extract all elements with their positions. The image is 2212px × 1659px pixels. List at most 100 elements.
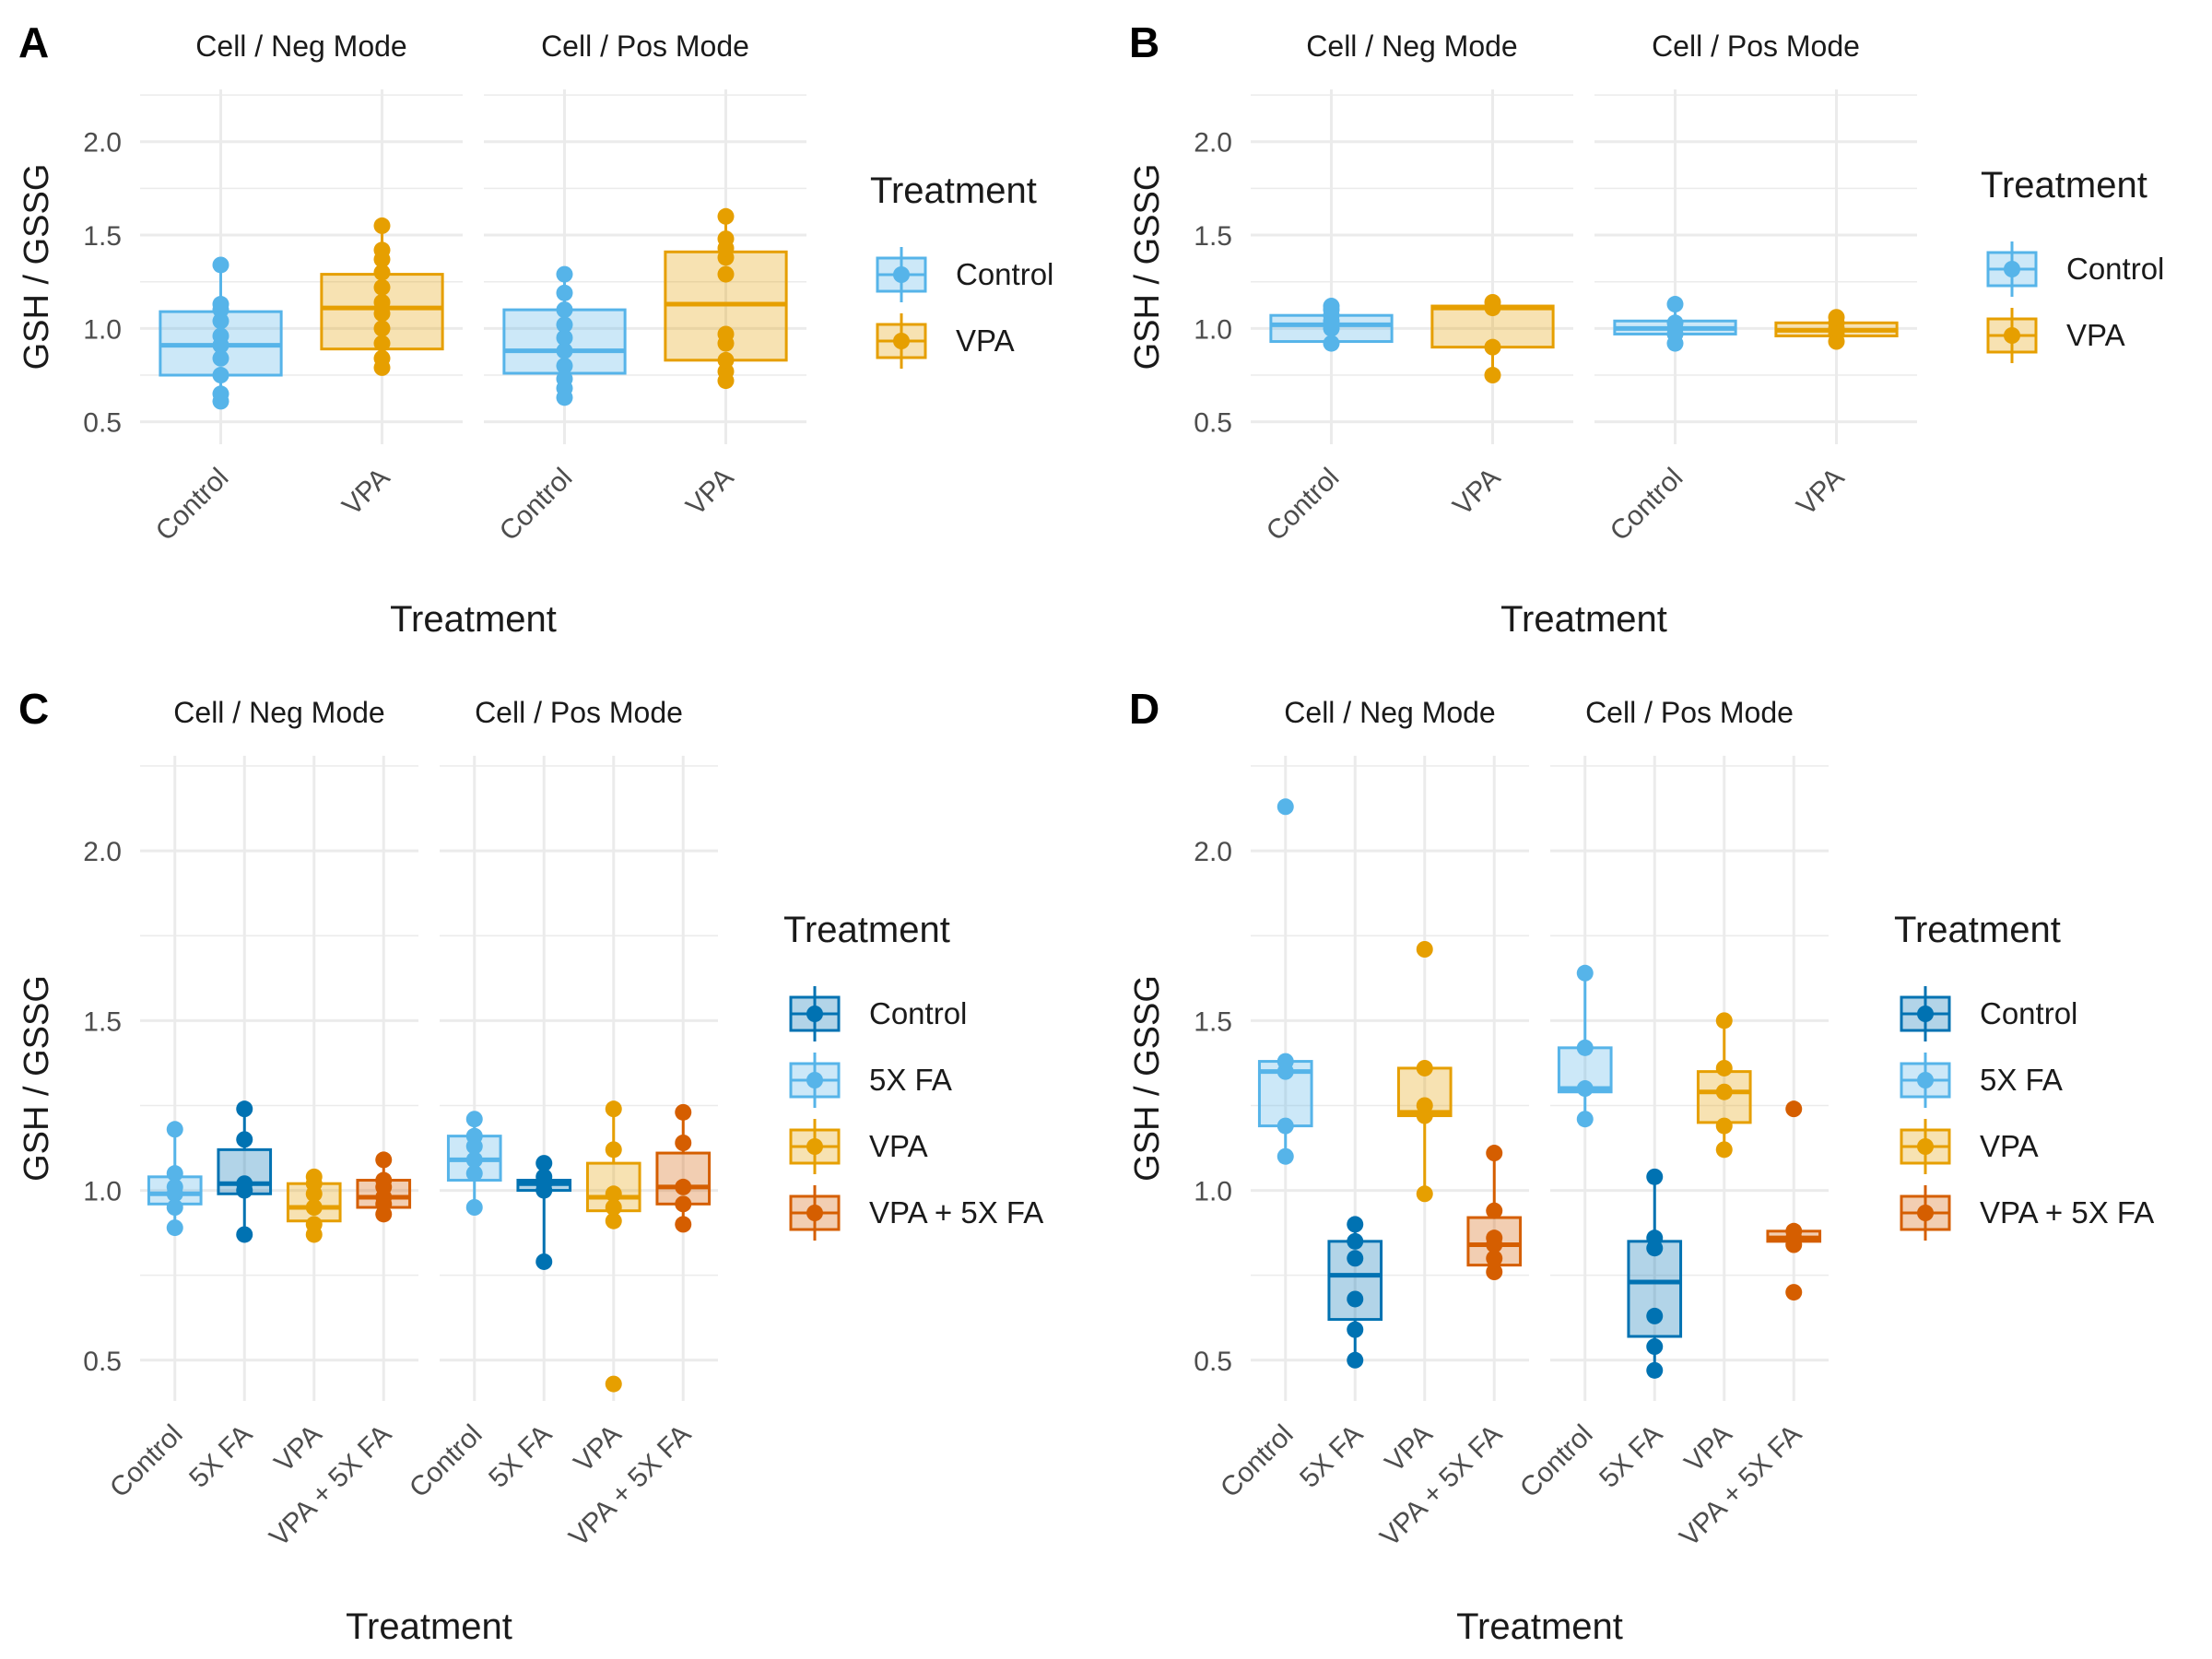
panel-D: D GSH / GSSG 0.5 1.0 1.5 2.0 Cell / Neg Mode Co…	[1128, 685, 2154, 1647]
data-point	[1484, 338, 1501, 356]
data-point	[1277, 1053, 1294, 1070]
facet: Cell / Neg Mode Control VPA	[1251, 29, 1573, 547]
box-VPA	[664, 207, 788, 390]
legend-key-point	[1917, 1205, 1934, 1221]
data-point	[1715, 1012, 1733, 1030]
data-point	[1646, 1307, 1664, 1324]
data-point	[373, 294, 391, 311]
box-VPA	[1430, 294, 1555, 384]
data-point	[556, 342, 573, 359]
box-Control	[1557, 964, 1613, 1128]
x-tick-label: VPA + 5X FA	[1374, 1419, 1508, 1553]
data-point	[1646, 1338, 1664, 1356]
data-point	[1486, 1250, 1503, 1267]
data-point	[212, 296, 229, 313]
data-point	[166, 1178, 183, 1195]
y-tick-label: 1.0	[83, 1177, 122, 1207]
x-tick-label: Control	[1261, 463, 1346, 547]
legend-key	[789, 1053, 841, 1108]
data-point	[1785, 1284, 1803, 1301]
legend-key	[1900, 1053, 1951, 1108]
data-point	[1785, 1100, 1803, 1118]
legend-key-point	[806, 1138, 823, 1155]
data-point	[1416, 1185, 1433, 1203]
y-tick-label: 1.5	[83, 1006, 122, 1037]
data-point	[305, 1168, 323, 1185]
y-tick-label: 0.5	[83, 408, 122, 439]
facet-title: Cell / Neg Mode	[1306, 29, 1517, 63]
facet-title: Cell / Neg Mode	[173, 696, 384, 729]
legend-label: Control	[869, 996, 967, 1030]
y-tick-label: 1.5	[1194, 1006, 1232, 1037]
x-tick-label: 5X FA	[1294, 1419, 1369, 1494]
data-point	[1486, 1264, 1503, 1280]
facet-title: Cell / Neg Mode	[195, 29, 406, 63]
box-Control	[1257, 798, 1313, 1165]
x-tick-label: VPA	[1791, 463, 1850, 522]
data-point	[373, 278, 391, 296]
data-point	[212, 367, 229, 384]
data-point	[1666, 296, 1684, 313]
facet: Cell / Neg Mode Control VPA	[140, 29, 463, 547]
x-tick-label: VPA	[1678, 1419, 1737, 1478]
data-point	[556, 357, 573, 374]
data-point	[556, 371, 573, 388]
data-point	[717, 351, 735, 369]
data-point	[1576, 964, 1594, 982]
data-point	[605, 1199, 622, 1216]
box-Control	[1269, 298, 1394, 352]
box-VPA	[1396, 941, 1453, 1203]
legend-key	[1986, 308, 2038, 363]
box-VPA	[1696, 1012, 1752, 1159]
data-point	[1277, 1147, 1294, 1165]
data-point	[556, 284, 573, 301]
data-point	[717, 207, 735, 225]
legend-key-point	[2004, 261, 2020, 277]
y-axis-title: GSH / GSSG	[1128, 164, 1167, 371]
y-tick-label: 1.0	[1194, 314, 1232, 345]
data-point	[1277, 1117, 1294, 1135]
panel-label: C	[18, 685, 49, 733]
box-5X FA	[217, 1100, 273, 1243]
box-VPA	[585, 1100, 641, 1393]
box-5X FA	[1327, 1216, 1383, 1369]
legend-key-point	[806, 1205, 823, 1221]
data-point	[305, 1199, 323, 1216]
panel-label: D	[1129, 685, 1159, 733]
data-point	[1576, 1039, 1594, 1056]
data-point	[556, 265, 573, 283]
facet-title: Cell / Pos Mode	[541, 29, 749, 63]
box-Control	[147, 1121, 203, 1237]
x-tick-label: 5X FA	[1594, 1419, 1668, 1494]
data-point	[212, 385, 229, 403]
data-point	[1785, 1222, 1803, 1240]
data-point	[556, 301, 573, 319]
panel-label: A	[18, 18, 49, 66]
data-point	[375, 1171, 393, 1189]
data-point	[375, 1151, 393, 1169]
y-tick-label: 2.0	[83, 128, 122, 159]
legend: Treatment Control 5X FA VPA VPA + 5X FA	[783, 910, 1043, 1241]
data-point	[675, 1216, 692, 1233]
legend-key	[789, 1119, 841, 1174]
data-point	[1646, 1361, 1664, 1379]
data-point	[605, 1141, 622, 1159]
data-point	[1347, 1351, 1364, 1369]
box-Control	[502, 265, 627, 406]
legend-key-point	[893, 266, 910, 283]
facet-title: Cell / Pos Mode	[475, 696, 683, 729]
facet-title: Cell / Pos Mode	[1652, 29, 1860, 63]
data-point	[465, 1111, 483, 1128]
data-point	[605, 1100, 622, 1118]
box-VPA + 5X FA	[1766, 1100, 1822, 1301]
data-point	[212, 327, 229, 345]
legend-key	[1900, 1185, 1951, 1241]
box-Control	[159, 256, 283, 410]
legend-label: VPA	[1980, 1129, 2039, 1163]
facet-title: Cell / Neg Mode	[1284, 696, 1495, 729]
x-tick-label: Control	[104, 1419, 189, 1504]
data-point	[675, 1178, 692, 1195]
data-point	[1347, 1216, 1364, 1233]
y-tick-label: 0.5	[1194, 408, 1232, 439]
x-tick-label: Control	[494, 463, 579, 547]
